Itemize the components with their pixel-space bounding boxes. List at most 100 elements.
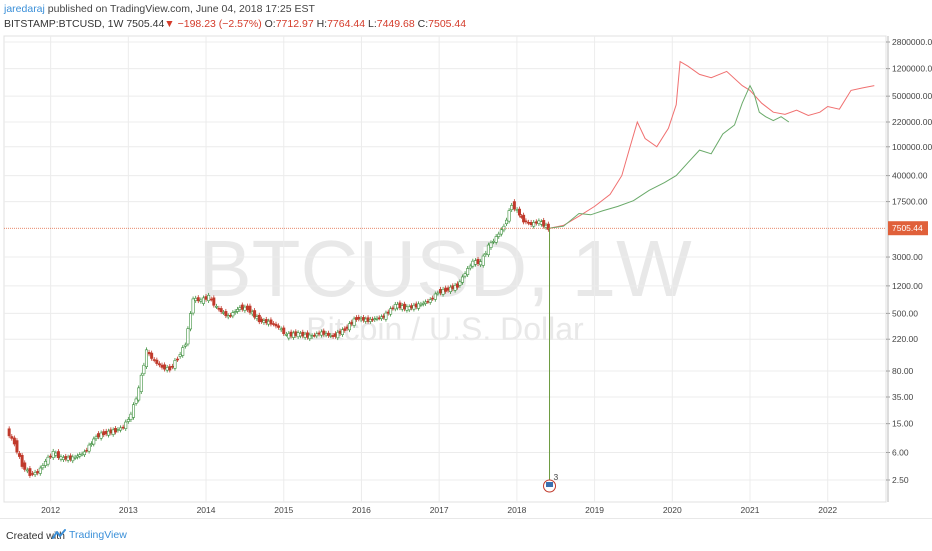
y-tick-label: 220.00	[892, 334, 918, 344]
footer: Created with TradingView	[0, 518, 932, 551]
candle-body	[238, 307, 242, 310]
candle-body	[379, 316, 383, 319]
candle-body	[438, 289, 442, 294]
candle-body	[163, 364, 167, 370]
candle-body	[157, 363, 161, 366]
candle-body	[38, 467, 42, 474]
candle-body	[473, 260, 477, 265]
high-label: H:	[316, 18, 328, 30]
candle-body	[466, 268, 470, 275]
candle-body	[121, 426, 125, 429]
x-tick-label: 2017	[430, 505, 449, 515]
x-tick-label: 2021	[741, 505, 760, 515]
candle-body	[507, 210, 511, 222]
candle-body	[119, 427, 123, 431]
candle-body	[176, 358, 180, 361]
candle-body	[463, 273, 467, 277]
candle-body	[389, 308, 393, 315]
author-link[interactable]: jaredaraj	[4, 3, 45, 15]
candle-body	[82, 451, 86, 456]
candle-body	[352, 318, 356, 326]
candle-body	[150, 352, 154, 359]
y-tick-label: 2800000.00	[892, 37, 932, 47]
y-tick-label: 17500.00	[892, 197, 928, 207]
candle-body	[97, 433, 101, 438]
flag-icon	[546, 482, 554, 487]
candle-body	[315, 333, 319, 337]
candle-body	[201, 297, 205, 304]
candles	[7, 199, 550, 478]
y-tick-label: 100000.00	[892, 142, 932, 152]
x-tick-label: 2016	[352, 505, 371, 515]
candle-body	[433, 293, 437, 300]
candle-body	[245, 305, 249, 311]
candle-body	[59, 456, 63, 460]
candle-body	[453, 285, 457, 291]
candle-body	[78, 454, 82, 457]
candle-body	[336, 331, 340, 339]
tradingview-brand[interactable]: TradingView	[52, 526, 127, 544]
candle-body	[347, 323, 351, 331]
candle-body	[204, 296, 208, 300]
candle-body	[73, 456, 77, 459]
candle-body	[282, 327, 286, 334]
candle-body	[137, 387, 141, 401]
candle-body	[25, 469, 29, 472]
candle-body	[41, 465, 45, 469]
candle-body	[207, 295, 211, 302]
low-value: 7449.68	[376, 18, 415, 30]
publish-text: published on TradingView.com, June 04, 2…	[47, 3, 315, 15]
candle-body	[87, 444, 91, 452]
candle-body	[142, 364, 146, 375]
candle-body	[116, 429, 120, 431]
candle-body	[271, 323, 275, 325]
candle-body	[537, 220, 541, 224]
y-tick-label: 1200.00	[892, 281, 923, 291]
y-tick-label: 2.50	[892, 475, 909, 485]
candle-body	[512, 201, 516, 210]
candle-body	[49, 455, 53, 458]
open-label: O:	[264, 18, 276, 30]
candle-body	[214, 306, 218, 308]
created-with-text: Created with	[6, 530, 65, 542]
candle-body	[114, 428, 118, 433]
projection-line-red	[549, 60, 875, 229]
candle-body	[481, 255, 485, 266]
candle-body	[460, 276, 464, 283]
candle-body	[257, 314, 261, 323]
candle-body	[129, 413, 133, 420]
candle-body	[186, 328, 190, 345]
down-arrow-icon: ▼	[164, 18, 175, 30]
candle-body	[497, 233, 501, 237]
candle-body	[322, 330, 326, 335]
candle-body	[194, 297, 198, 301]
y-tick-label: 15.00	[892, 419, 914, 429]
candle-body	[274, 323, 278, 327]
x-tick-label: 2018	[507, 505, 526, 515]
candle-body	[277, 325, 281, 328]
candle-body	[231, 312, 235, 317]
candle-body	[10, 436, 14, 439]
candle-body	[542, 220, 546, 227]
current-price-label: 7505.44	[892, 223, 923, 233]
candle-body	[196, 297, 200, 302]
candle-body	[515, 209, 519, 211]
candle-body	[144, 349, 148, 368]
candle-body	[23, 462, 27, 470]
x-tick-label: 2019	[585, 505, 604, 515]
x-tick-label: 2020	[663, 505, 682, 515]
chart-area[interactable]: BTCUSD, 1W Bitcoin / U.S. Dollar 2800000.0…	[0, 34, 932, 518]
candle-body	[92, 438, 96, 445]
candle-body	[94, 436, 98, 440]
candle-body	[243, 306, 247, 311]
candle-body	[54, 452, 58, 456]
candle-body	[134, 398, 138, 404]
candle-body	[43, 460, 47, 466]
candle-body	[489, 242, 493, 248]
y-tick-label: 35.00	[892, 392, 914, 402]
close-value: 7505.44	[428, 18, 467, 30]
candle-body	[546, 223, 550, 230]
candle-body	[99, 432, 103, 439]
candle-body	[20, 455, 24, 467]
